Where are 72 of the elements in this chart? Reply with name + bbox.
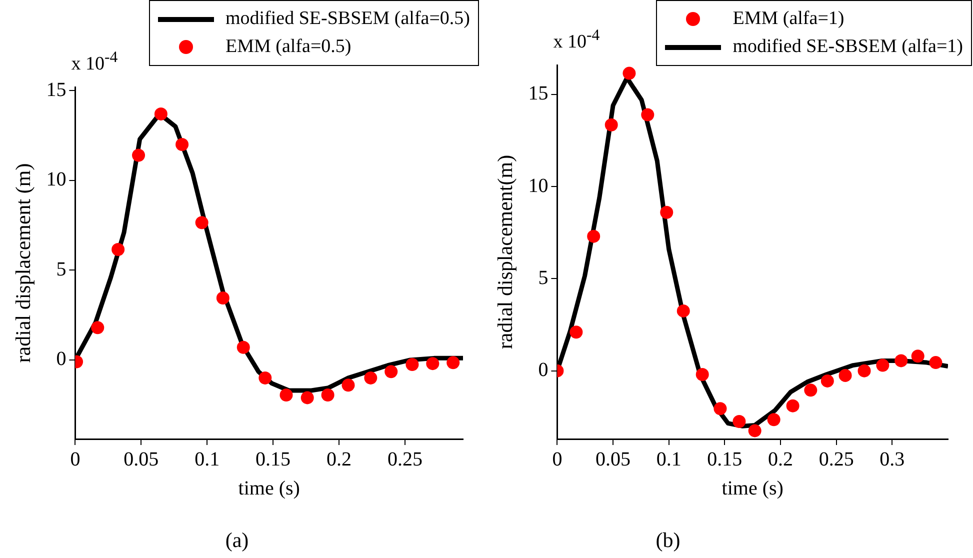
point (786, 399, 800, 412)
x-tick-label: 0.3 (880, 448, 905, 470)
x-tick-label: 0.25 (818, 448, 854, 470)
point (894, 354, 908, 368)
point (748, 424, 762, 438)
point (858, 364, 871, 378)
y-tick-label: 5 (538, 266, 548, 289)
point (321, 388, 334, 402)
point (714, 402, 727, 416)
text: x 10$^{-4}$ (71, 49, 118, 76)
x-tick-label: 0.2 (326, 448, 352, 470)
point (820, 374, 834, 388)
point (342, 378, 355, 392)
point (195, 216, 208, 230)
x-tick-label: 0 (70, 448, 80, 470)
x-tick-label: 0.05 (596, 448, 631, 470)
point (587, 230, 600, 243)
y-axis-title: radial displacement(m) (493, 154, 518, 350)
point (622, 66, 636, 80)
x-tick-label: 0.15 (707, 448, 742, 470)
point (446, 356, 460, 370)
y-tick-label: 0 (56, 348, 66, 370)
point (838, 368, 852, 382)
point (804, 384, 818, 397)
legend-label: EMM (alfa=0.5) (226, 35, 352, 59)
y-tick-label: 15 (46, 78, 66, 101)
point (929, 356, 942, 370)
point (767, 413, 780, 426)
x-tick-label: 0 (552, 448, 562, 470)
x-axis-title: time (s) (722, 477, 784, 500)
point (876, 358, 890, 372)
point (216, 292, 230, 305)
text: x 10$^{-4}$ (553, 27, 600, 54)
x-tick-label: 0.1 (656, 448, 682, 470)
point (154, 107, 168, 120)
x-tick-label: 0.05 (124, 448, 159, 470)
point (570, 326, 583, 339)
point (364, 371, 378, 384)
text: (b) (656, 528, 680, 553)
x-tick-label: 0.15 (256, 448, 291, 470)
y-axis-title: radial displacement (m) (11, 163, 36, 363)
point (406, 358, 419, 371)
x-tick-label: 0.25 (387, 448, 422, 470)
point (604, 118, 618, 132)
point (300, 391, 314, 404)
point (732, 415, 746, 428)
point (258, 371, 272, 384)
point (911, 350, 924, 363)
point (426, 357, 440, 370)
x-tick-label: 0.2 (768, 448, 794, 470)
point (236, 340, 250, 354)
y-tick-label: 0 (538, 359, 548, 382)
y-tick-label: 5 (56, 258, 66, 280)
point (176, 138, 189, 151)
point (132, 148, 146, 162)
point (280, 388, 293, 402)
y-tick-label: 10 (528, 174, 548, 197)
point (384, 365, 398, 378)
point (696, 368, 709, 382)
text: (a) (225, 528, 249, 553)
point (660, 206, 674, 219)
legend-label: modified SE-SBSEM (alfa=1) (732, 35, 963, 59)
point (91, 321, 104, 334)
point (676, 304, 690, 318)
point (112, 243, 125, 256)
legend-label: modified SE-SBSEM (alfa=0.5) (226, 7, 470, 31)
legend-label: EMM (alfa=1) (732, 7, 844, 31)
x-tick-label: 0.1 (194, 448, 220, 470)
y-tick-label: 15 (528, 82, 548, 105)
point (641, 108, 654, 122)
x-axis-title: time (s) (238, 477, 300, 500)
y-tick-label: 10 (46, 168, 66, 191)
